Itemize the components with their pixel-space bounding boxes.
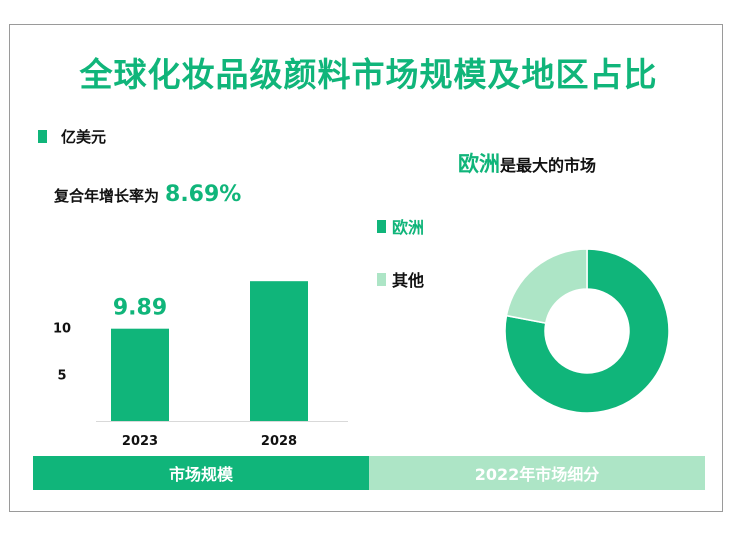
cagr-annotation: 复合年增长率为 8.69% bbox=[54, 182, 241, 207]
y-tick-label: 5 bbox=[57, 368, 66, 383]
pie-legend-item-other: 其他 bbox=[377, 267, 424, 291]
pie-legend-label-europe: 欧洲 bbox=[392, 218, 425, 237]
pie-title-rest: 是最大的市场 bbox=[500, 156, 597, 175]
pie-legend-swatch-other bbox=[377, 272, 386, 286]
bar-legend: 亿美元 bbox=[38, 126, 106, 147]
pie-title: 欧洲 是最大的市场 bbox=[458, 148, 596, 178]
footer-left-label: 市场规模 bbox=[33, 456, 369, 490]
cagr-prefix: 复合年增长率为 bbox=[54, 187, 160, 205]
pie-slice-europe bbox=[504, 248, 670, 414]
data-label-2023: 9.89 bbox=[113, 296, 167, 321]
x-tick-label: 2028 bbox=[261, 434, 297, 449]
x-tick-label: 2023 bbox=[122, 434, 158, 449]
footer-right-label: 2022年市场细分 bbox=[369, 456, 705, 490]
bar-legend-swatch bbox=[38, 130, 47, 143]
cagr-value: 8.69% bbox=[165, 182, 242, 207]
pie-title-highlight: 欧洲 bbox=[458, 152, 500, 176]
pie-legend-item-europe: 欧洲 bbox=[377, 214, 424, 238]
bar-2023 bbox=[111, 328, 169, 421]
pie-legend-swatch-europe bbox=[377, 219, 386, 233]
page-title: 全球化妆品级颜料市场规模及地区占比 bbox=[79, 55, 658, 94]
bar-legend-label: 亿美元 bbox=[61, 128, 107, 146]
y-tick-label: 10 bbox=[53, 322, 71, 337]
pie-slice-other bbox=[505, 248, 588, 325]
pie-legend-label-other: 其他 bbox=[392, 271, 425, 290]
bar-2028 bbox=[250, 281, 308, 421]
